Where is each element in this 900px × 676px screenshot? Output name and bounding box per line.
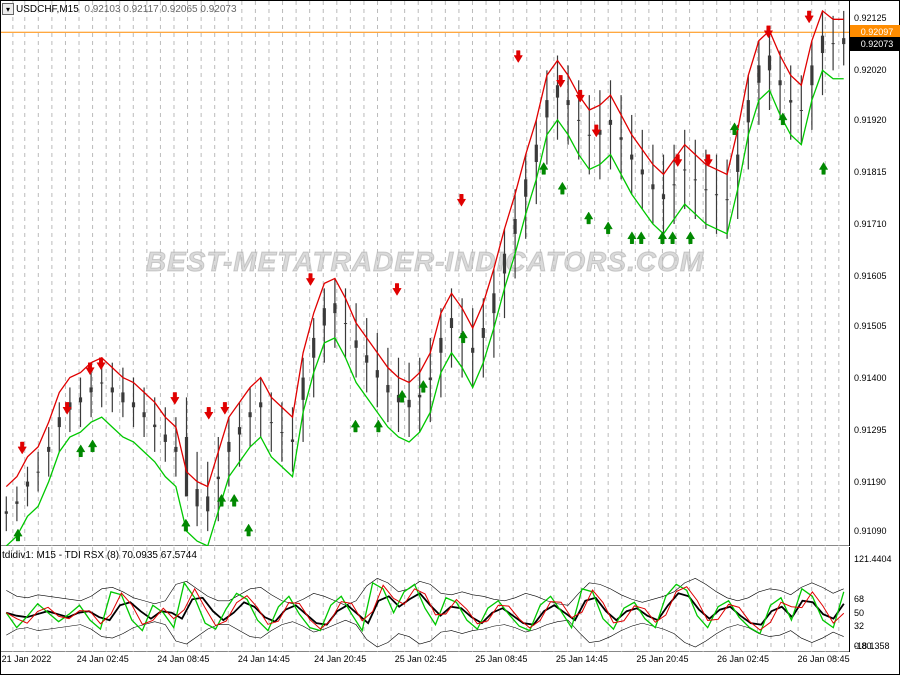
price-tick: 0.91400	[854, 373, 887, 383]
time-tick: 24 Jan 02:45	[77, 654, 129, 664]
price-tick: 0.92125	[854, 13, 887, 23]
price-tick: 0.91710	[854, 219, 887, 229]
time-tick: 25 Jan 08:45	[475, 654, 527, 664]
indicator-title: tdidiv1: M15 - TDI RSX (8) 70.0935 67.57…	[2, 550, 197, 561]
chart-menu-icon[interactable]: ▾	[2, 3, 14, 15]
time-axis: 21 Jan 2022 24 Jan 02:45 24 Jan 08:45 24 Ja…	[1, 652, 849, 676]
time-tick: 24 Jan 14:45	[238, 654, 290, 664]
chart-container: ▾ USDCHF,M15 0.92103 0.92117 0.92065 0.9…	[1, 1, 899, 674]
price-axis: 0.92125 0.92020 0.91920 0.91815 0.91710 0.916…	[849, 1, 900, 546]
time-tick: 24 Jan 08:45	[157, 654, 209, 664]
time-tick: 21 Jan 2022	[2, 654, 52, 664]
price-tick: 0.91505	[854, 321, 887, 331]
price-tick: 0.91295	[854, 425, 887, 435]
time-tick: 24 Jan 20:45	[314, 654, 366, 664]
indicator-header: tdidiv1: M15 - TDI RSX (8) 70.0935 67.57…	[2, 548, 197, 562]
price-tick: 0.91605	[854, 271, 887, 281]
symbol-label: USDCHF,M15	[16, 4, 79, 15]
price-current-badge: 0.92073	[850, 37, 900, 51]
price-tick: 0.91920	[854, 115, 887, 125]
time-tick: 26 Jan 02:45	[717, 654, 769, 664]
chart-header: ▾ USDCHF,M15 0.92103 0.92117 0.92065 0.9…	[2, 2, 237, 16]
time-tick: 25 Jan 02:45	[395, 654, 447, 664]
time-tick: 26 Jan 08:45	[798, 654, 850, 664]
price-tick: 0.91190	[854, 477, 886, 487]
price-tick: 0.92020	[854, 65, 887, 75]
indicator-tick: 121.4404	[854, 554, 892, 564]
indicator-axis: 121.44046850320.80-18.1358	[849, 547, 900, 652]
indicator-panel[interactable]: tdidiv1: M15 - TDI RSX (8) 70.0935 67.57…	[1, 547, 849, 652]
time-tick: 25 Jan 14:45	[556, 654, 608, 664]
time-tick: 25 Jan 20:45	[636, 654, 688, 664]
ohlc-label: 0.92103 0.92117 0.92065 0.92073	[84, 4, 236, 15]
price-chart-svg	[1, 1, 849, 546]
indicator-svg	[1, 547, 849, 652]
indicator-tick: 32	[854, 621, 864, 631]
main-price-chart[interactable]: ▾ USDCHF,M15 0.92103 0.92117 0.92065 0.9…	[1, 1, 849, 546]
indicator-tick: 68	[854, 594, 864, 604]
indicator-tick: 50	[854, 608, 864, 618]
price-tick: 0.91090	[854, 526, 887, 536]
indicator-tick: -18.1358	[854, 641, 890, 651]
price-tick: 0.91815	[854, 167, 887, 177]
